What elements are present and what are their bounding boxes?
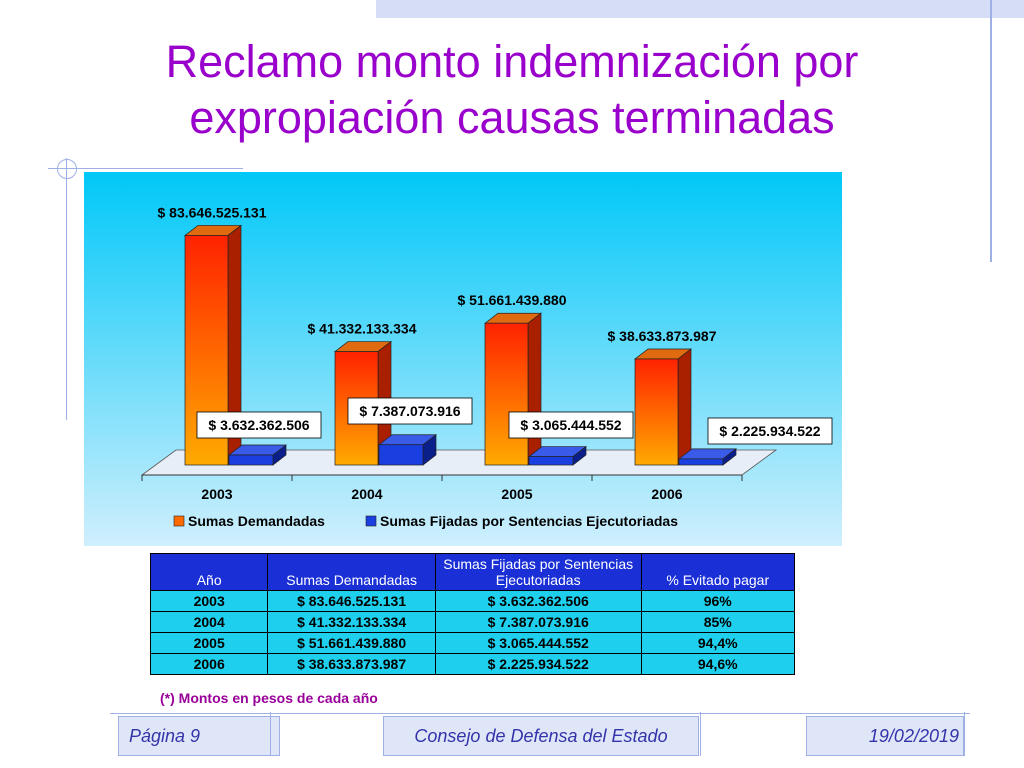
x-tick-label: 2005 [501,486,532,502]
table-row: 2004 $ 41.332.133.334 $ 7.387.073.916 85… [149,611,795,633]
top-decor-bar [376,0,1024,18]
slide-title: Reclamo monto indemnización por expropia… [165,36,859,143]
footer-date: 19/02/2019 [806,716,964,756]
bar-chart: 2003 2004 2005 2006 $ 83.646.525.131 $ 41.332… [84,172,842,546]
legend-label: Sumas Demandadas [188,513,325,529]
header-demandadas: Sumas Demandadas [267,553,436,591]
table-row: 2006 $ 38.633.873.987 $ 2.225.934.522 94… [149,653,795,675]
x-tick-label: 2006 [651,486,682,502]
cell-demandadas: $ 51.661.439.880 [267,632,436,654]
footer-line [110,713,970,714]
cell-evitado: 94,6% [640,653,795,675]
table-row: 2003 $ 83.646.525.131 $ 3.632.362.506 96… [149,590,795,612]
decor-h-line [48,168,243,169]
header-year: Año [149,553,269,591]
data-label-fijadas: $ 3.065.444.552 [520,417,621,433]
cell-evitado: 96% [640,590,795,612]
cell-demandadas: $ 38.633.873.987 [267,653,436,675]
bar [228,454,274,466]
data-label-box [508,411,634,439]
bar-side [677,348,692,466]
cell-evitado: 85% [640,611,795,633]
data-table: Año Sumas Demandadas Sumas Fijadas por S… [149,553,795,675]
decor-v-line [66,158,67,420]
decor-circle [57,159,77,179]
footer-divider [700,712,701,756]
cell-year: 2004 [149,611,269,633]
bar [678,458,724,466]
cell-year: 2003 [149,590,269,612]
data-label-fijadas: $ 3.632.362.506 [208,417,309,433]
footer-divider [270,712,271,756]
header-evitado: % Evitado pagar [640,553,795,591]
cell-fijadas: $ 2.225.934.522 [434,653,642,675]
bar [634,358,679,466]
cell-demandadas: $ 83.646.525.131 [267,590,436,612]
footer-divider [964,712,965,756]
bar-side [527,312,542,466]
x-tick-label: 2003 [201,486,232,502]
legend-label: Sumas Fijadas por Sentencias Ejecutoriad… [380,513,678,529]
x-tick-label: 2004 [351,486,382,502]
table-header-row: Año Sumas Demandadas Sumas Fijadas por S… [149,553,795,591]
legend-swatch [173,515,185,527]
data-label-fijadas: $ 2.225.934.522 [719,423,820,439]
data-label-fijadas: $ 7.387.073.916 [359,403,460,419]
legend-swatch [365,515,377,527]
cell-fijadas: $ 3.632.362.506 [434,590,642,612]
cell-demandadas: $ 41.332.133.334 [267,611,436,633]
data-label-demandadas: $ 51.661.439.880 [458,292,567,308]
table-row: 2005 $ 51.661.439.880 $ 3.065.444.552 94… [149,632,795,654]
cell-fijadas: $ 3.065.444.552 [434,632,642,654]
data-label-box [196,411,322,439]
cell-year: 2005 [149,632,269,654]
chart-svg: 2003 2004 2005 2006 $ 83.646.525.131 $ 41.332… [84,172,842,546]
bar [378,444,424,466]
bar [528,456,574,466]
cell-evitado: 94,4% [640,632,795,654]
cell-fijadas: $ 7.387.073.916 [434,611,642,633]
data-label-demandadas: $ 83.646.525.131 [158,204,267,220]
bar [484,322,529,466]
cell-year: 2006 [149,653,269,675]
data-label-demandadas: $ 41.332.133.334 [308,321,417,337]
footer-org: Consejo de Defensa del Estado [383,716,699,756]
data-label-demandadas: $ 38.633.873.987 [608,328,717,344]
footnote: (*) Montos en pesos de cada año [160,690,378,706]
data-label-box [707,417,833,445]
data-label-box [347,397,473,425]
footer-page: Página 9 [118,716,280,756]
right-decor-line [990,0,992,262]
header-fijadas: Sumas Fijadas por Sentencias Ejecutoriad… [434,553,642,591]
